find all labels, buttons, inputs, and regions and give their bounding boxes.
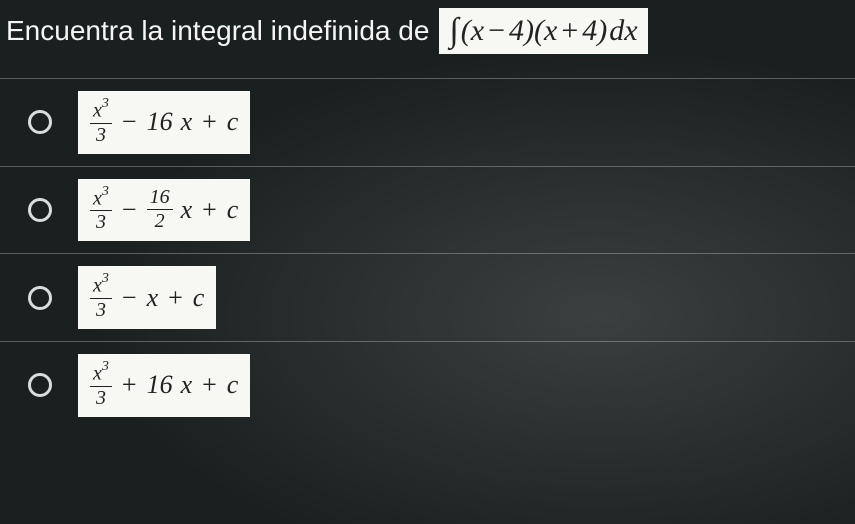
c-a: c bbox=[227, 109, 239, 135]
option-c[interactable]: x3 3 − x + c bbox=[0, 253, 855, 341]
plus-c: + bbox=[168, 285, 183, 311]
expr-dx: dx bbox=[609, 16, 637, 46]
plus-b: + bbox=[202, 197, 217, 223]
minus-a: − bbox=[122, 109, 137, 135]
x-a: x bbox=[181, 109, 193, 135]
expr-lparen: ( bbox=[461, 16, 471, 46]
c-b: c bbox=[227, 197, 239, 223]
c-c: c bbox=[193, 285, 205, 311]
expr-minus: − bbox=[488, 16, 505, 46]
plus-a: + bbox=[202, 109, 217, 135]
plus2-d: + bbox=[202, 372, 217, 398]
minus-b: − bbox=[122, 197, 137, 223]
coef-a: 16 bbox=[147, 109, 173, 135]
option-b[interactable]: x3 3 − 16 2 x + c bbox=[0, 166, 855, 254]
radio-c[interactable] bbox=[28, 286, 52, 310]
question-integral-box: ∫ ( x − 4 ) ( x + 4 ) dx bbox=[439, 8, 647, 54]
expr-x2: x bbox=[544, 16, 557, 46]
expr-x1: x bbox=[471, 16, 484, 46]
option-d[interactable]: x3 3 + 16 x + c bbox=[0, 341, 855, 429]
expr-4a: 4 bbox=[509, 16, 524, 46]
answer-d-box: x3 3 + 16 x + c bbox=[78, 354, 250, 417]
frac-b1: x3 3 bbox=[90, 187, 112, 234]
answer-a-box: x3 3 − 16 x + c bbox=[78, 91, 250, 154]
radio-a[interactable] bbox=[28, 110, 52, 134]
expr-lparen2: ( bbox=[534, 16, 544, 46]
options-list: x3 3 − 16 x + c x3 3 − 16 2 x + c bbox=[0, 64, 855, 429]
answer-b-box: x3 3 − 16 2 x + c bbox=[78, 179, 250, 242]
radio-d[interactable] bbox=[28, 373, 52, 397]
frac-a: x3 3 bbox=[90, 99, 112, 146]
expr-plus: + bbox=[561, 16, 578, 46]
expr-rparen1: ) bbox=[524, 16, 534, 46]
frac-b2: 16 2 bbox=[147, 187, 173, 232]
minus-c: − bbox=[122, 285, 137, 311]
x-d: x bbox=[181, 372, 193, 398]
expr-rparen2: ) bbox=[597, 16, 607, 46]
coef-d: 16 bbox=[147, 372, 173, 398]
integral-symbol: ∫ bbox=[449, 14, 458, 48]
x-b: x bbox=[181, 197, 193, 223]
answer-c-box: x3 3 − x + c bbox=[78, 266, 216, 329]
question-row: Encuentra la integral indefinida de ∫ ( … bbox=[0, 0, 855, 64]
c-d: c bbox=[227, 372, 239, 398]
x-c: x bbox=[147, 285, 159, 311]
frac-d: x3 3 bbox=[90, 362, 112, 409]
option-a[interactable]: x3 3 − 16 x + c bbox=[0, 78, 855, 166]
plus1-d: + bbox=[122, 372, 137, 398]
frac-c: x3 3 bbox=[90, 274, 112, 321]
question-prompt: Encuentra la integral indefinida de bbox=[6, 15, 429, 47]
radio-b[interactable] bbox=[28, 198, 52, 222]
expr-4b: 4 bbox=[582, 16, 597, 46]
